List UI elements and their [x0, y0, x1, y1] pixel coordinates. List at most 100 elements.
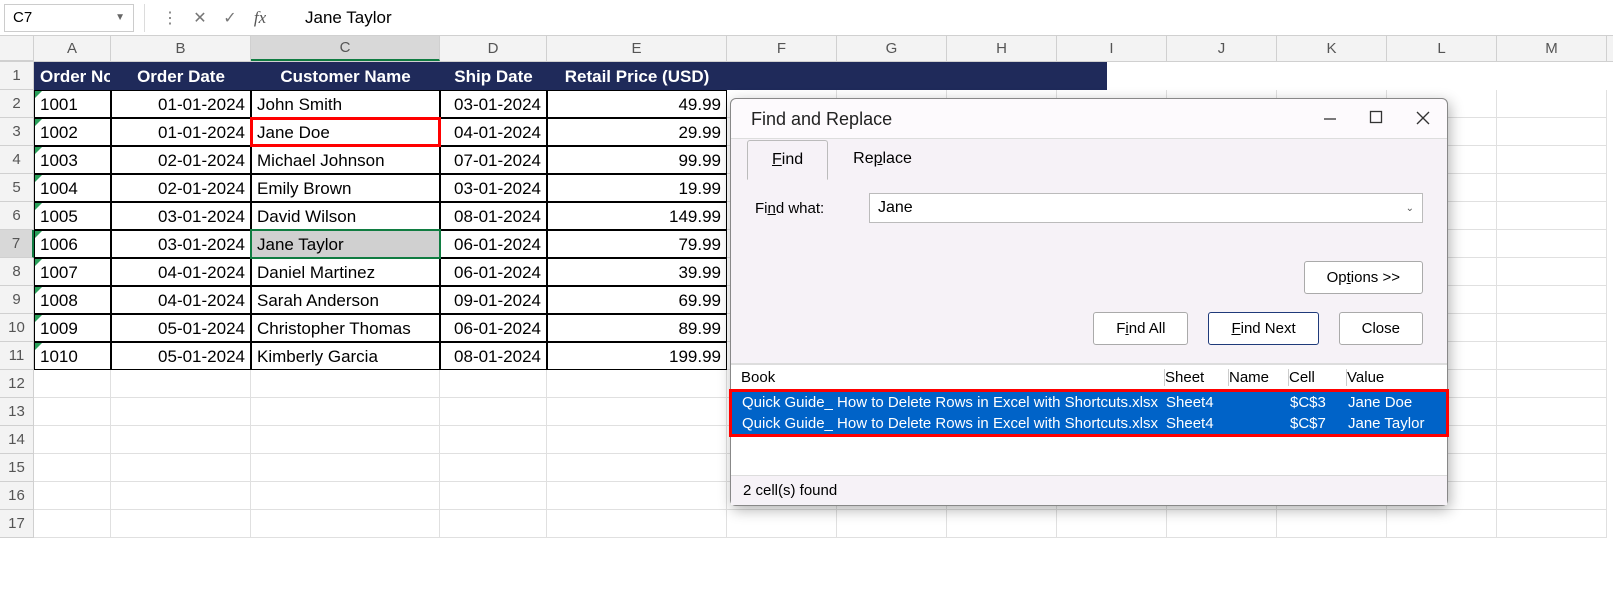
empty-cell[interactable] [947, 510, 1057, 538]
tab-replace[interactable]: Replace [828, 139, 937, 179]
empty-cell[interactable] [34, 426, 111, 454]
cell-customer-name[interactable]: Christopher Thomas [251, 314, 440, 342]
empty-cell[interactable] [1497, 118, 1607, 146]
row-number[interactable]: 12 [0, 370, 34, 398]
empty-cell[interactable] [111, 426, 251, 454]
empty-cell[interactable] [1057, 510, 1167, 538]
cell-order-no[interactable]: 1010 [34, 342, 111, 370]
cell-ship-date[interactable]: 08-01-2024 [440, 202, 547, 230]
empty-cell[interactable] [547, 398, 727, 426]
empty-cell[interactable] [547, 510, 727, 538]
cell-order-date[interactable]: 04-01-2024 [111, 258, 251, 286]
row-number[interactable]: 8 [0, 258, 34, 286]
cell-order-date[interactable]: 02-01-2024 [111, 146, 251, 174]
empty-cell[interactable] [1497, 482, 1607, 510]
empty-cell[interactable] [251, 510, 440, 538]
row-number[interactable]: 2 [0, 90, 34, 118]
column-header-C[interactable]: C [251, 36, 440, 61]
empty-cell[interactable] [440, 510, 547, 538]
cell-order-date[interactable]: 04-01-2024 [111, 286, 251, 314]
find-all-button[interactable]: Find All [1093, 312, 1188, 345]
cell-retail-price[interactable]: 29.99 [547, 118, 727, 146]
empty-cell[interactable] [111, 398, 251, 426]
empty-cell[interactable] [34, 482, 111, 510]
cell-retail-price[interactable]: 69.99 [547, 286, 727, 314]
cell-customer-name[interactable]: Jane Taylor [251, 230, 440, 258]
cell-customer-name[interactable]: Michael Johnson [251, 146, 440, 174]
row-number[interactable]: 1 [0, 62, 34, 90]
col-sheet[interactable]: Sheet [1165, 369, 1229, 386]
empty-cell[interactable] [251, 426, 440, 454]
cell-ship-date[interactable]: 03-01-2024 [440, 174, 547, 202]
find-next-button[interactable]: Find Next [1208, 312, 1318, 345]
cell-order-no[interactable]: 1007 [34, 258, 111, 286]
cell-order-no[interactable]: 1003 [34, 146, 111, 174]
select-all-corner[interactable] [0, 36, 34, 61]
row-number[interactable]: 3 [0, 118, 34, 146]
dialog-titlebar[interactable]: Find and Replace [731, 99, 1447, 138]
column-header-G[interactable]: G [837, 36, 947, 61]
empty-cell[interactable] [1497, 258, 1607, 286]
cell-order-date[interactable]: 01-01-2024 [111, 118, 251, 146]
empty-cell[interactable] [251, 454, 440, 482]
column-header-F[interactable]: F [727, 36, 837, 61]
cell-order-date[interactable]: 03-01-2024 [111, 230, 251, 258]
cell-ship-date[interactable]: 06-01-2024 [440, 258, 547, 286]
column-header-B[interactable]: B [111, 36, 251, 61]
cell-retail-price[interactable]: 149.99 [547, 202, 727, 230]
cell-order-no[interactable]: 1006 [34, 230, 111, 258]
empty-cell[interactable] [547, 370, 727, 398]
check-icon[interactable]: ✓ [215, 4, 245, 32]
column-header-L[interactable]: L [1387, 36, 1497, 61]
empty-cell[interactable] [1387, 510, 1497, 538]
row-number[interactable]: 7 [0, 230, 34, 258]
row-number[interactable]: 11 [0, 342, 34, 370]
cell-retail-price[interactable]: 199.99 [547, 342, 727, 370]
cell-ship-date[interactable]: 04-01-2024 [440, 118, 547, 146]
empty-cell[interactable] [1497, 286, 1607, 314]
close-icon[interactable] [1415, 110, 1431, 129]
column-header-M[interactable]: M [1497, 36, 1607, 61]
cell-order-date[interactable]: 03-01-2024 [111, 202, 251, 230]
row-number[interactable]: 10 [0, 314, 34, 342]
empty-cell[interactable] [1497, 202, 1607, 230]
cell-ship-date[interactable]: 08-01-2024 [440, 342, 547, 370]
empty-cell[interactable] [1167, 510, 1277, 538]
cell-order-no[interactable]: 1004 [34, 174, 111, 202]
column-header-K[interactable]: K [1277, 36, 1387, 61]
cell-retail-price[interactable]: 89.99 [547, 314, 727, 342]
row-number[interactable]: 15 [0, 454, 34, 482]
empty-cell[interactable] [251, 370, 440, 398]
cancel-icon[interactable]: ✕ [185, 4, 215, 32]
cell-order-date[interactable]: 05-01-2024 [111, 342, 251, 370]
column-header-I[interactable]: I [1057, 36, 1167, 61]
cell-customer-name[interactable]: Daniel Martinez [251, 258, 440, 286]
empty-cell[interactable] [547, 454, 727, 482]
empty-cell[interactable] [1497, 146, 1607, 174]
row-number[interactable]: 9 [0, 286, 34, 314]
empty-cell[interactable] [547, 482, 727, 510]
col-book[interactable]: Book [741, 369, 1165, 386]
cell-retail-price[interactable]: 19.99 [547, 174, 727, 202]
cell-customer-name[interactable]: John Smith [251, 90, 440, 118]
empty-cell[interactable] [1497, 90, 1607, 118]
empty-cell[interactable] [1497, 510, 1607, 538]
cell-order-date[interactable]: 05-01-2024 [111, 314, 251, 342]
options-button[interactable]: Options >> [1304, 261, 1423, 294]
col-cell[interactable]: Cell [1289, 369, 1347, 386]
cell-retail-price[interactable]: 49.99 [547, 90, 727, 118]
fx-icon[interactable]: fx [245, 4, 275, 32]
cell-order-no[interactable]: 1005 [34, 202, 111, 230]
col-value[interactable]: Value [1347, 369, 1447, 386]
cell-order-date[interactable]: 01-01-2024 [111, 90, 251, 118]
empty-cell[interactable] [34, 510, 111, 538]
empty-cell[interactable] [1497, 230, 1607, 258]
empty-cell[interactable] [1497, 398, 1607, 426]
cell-ship-date[interactable]: 07-01-2024 [440, 146, 547, 174]
row-number[interactable]: 13 [0, 398, 34, 426]
empty-cell[interactable] [1277, 510, 1387, 538]
cell-reference-box[interactable]: C7 ▼ [4, 4, 134, 32]
empty-cell[interactable] [111, 482, 251, 510]
empty-cell[interactable] [837, 510, 947, 538]
cell-ship-date[interactable]: 06-01-2024 [440, 230, 547, 258]
